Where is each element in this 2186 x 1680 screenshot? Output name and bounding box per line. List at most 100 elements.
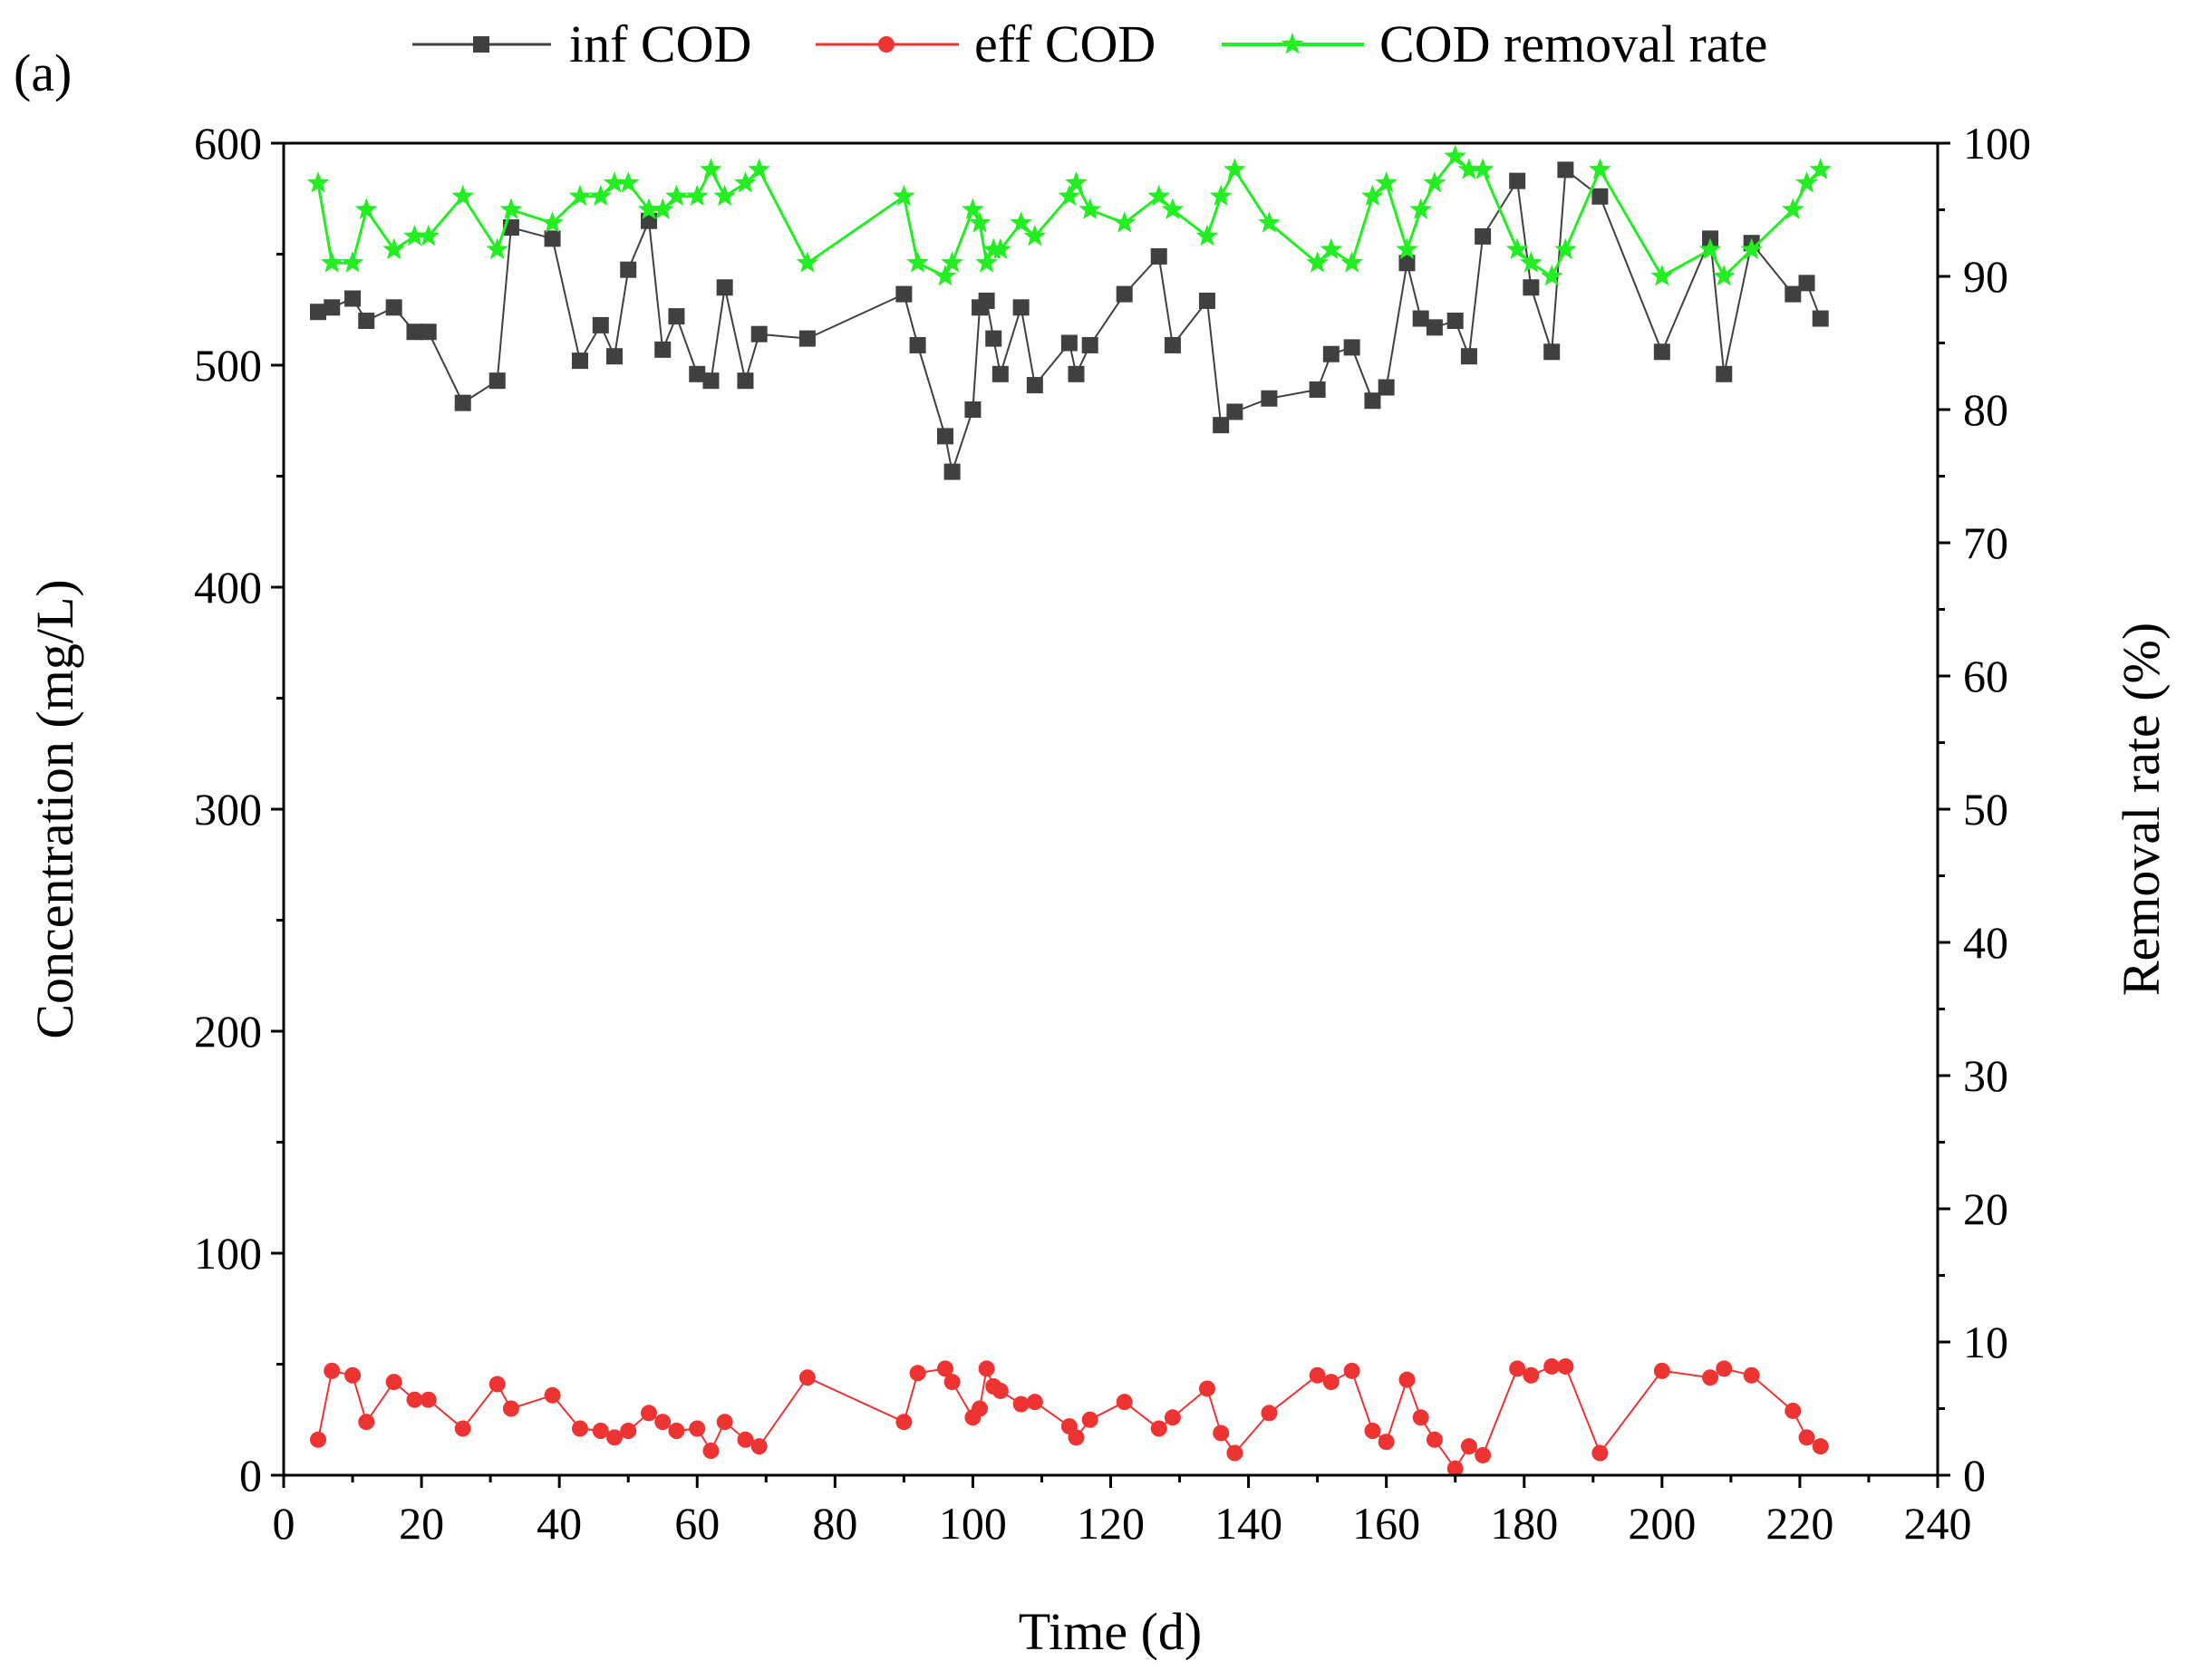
data-point-eff-cod xyxy=(1426,1431,1443,1448)
data-point-cod-removal-rate xyxy=(1554,237,1577,260)
data-point-eff-cod xyxy=(668,1423,685,1439)
data-point-cod-removal-rate xyxy=(1505,237,1529,260)
data-point-inf-cod xyxy=(1164,336,1181,353)
data-point-eff-cod xyxy=(1378,1434,1395,1451)
data-point-inf-cod xyxy=(737,372,754,390)
data-point-eff-cod xyxy=(620,1423,637,1439)
data-point-eff-cod xyxy=(1261,1405,1278,1422)
x-tick-label: 40 xyxy=(537,1498,582,1549)
data-point-eff-cod xyxy=(488,1376,506,1393)
data-point-cod-removal-rate xyxy=(748,158,771,179)
data-point-cod-removal-rate xyxy=(568,184,592,207)
data-point-cod-removal-rate xyxy=(1781,198,1804,219)
data-point-inf-cod xyxy=(1213,417,1230,434)
data-point-eff-cod xyxy=(641,1405,658,1422)
data-point-eff-cod xyxy=(1309,1366,1326,1384)
data-point-eff-cod xyxy=(358,1414,375,1431)
x-tick-label: 180 xyxy=(1490,1498,1558,1549)
data-point-cod-removal-rate xyxy=(968,211,991,233)
data-point-cod-removal-rate xyxy=(616,171,640,193)
data-point-cod-removal-rate xyxy=(1444,144,1467,167)
data-point-eff-cod xyxy=(1081,1411,1098,1428)
y2-tick-label: 20 xyxy=(1963,1183,2008,1234)
data-point-inf-cod xyxy=(1068,365,1085,382)
data-point-cod-removal-rate xyxy=(1589,158,1611,179)
data-point-cod-removal-rate xyxy=(1065,171,1088,193)
data-point-eff-cod xyxy=(592,1423,609,1439)
data-point-eff-cod xyxy=(1798,1429,1815,1446)
data-point-cod-removal-rate xyxy=(685,184,709,207)
data-point-inf-cod xyxy=(454,394,471,411)
data-point-inf-cod xyxy=(654,341,672,358)
data-point-inf-cod xyxy=(1509,172,1526,189)
y2-tick-label: 70 xyxy=(1963,517,2008,568)
x-tick-label: 0 xyxy=(273,1498,295,1549)
data-point-eff-cod xyxy=(943,1374,961,1391)
data-point-cod-removal-rate xyxy=(1423,171,1446,193)
data-point-inf-cod xyxy=(358,313,375,329)
data-point-cod-removal-rate xyxy=(1740,237,1764,260)
legend-label-eff-cod: eff COD xyxy=(974,14,1156,73)
data-point-eff-cod xyxy=(1812,1438,1829,1455)
data-point-eff-cod xyxy=(909,1365,926,1382)
x-tick-label: 220 xyxy=(1765,1498,1833,1549)
data-point-inf-cod xyxy=(689,365,706,382)
data-point-cod-removal-rate xyxy=(1147,184,1171,207)
y2-tick-label: 100 xyxy=(1963,118,2031,169)
data-point-cod-removal-rate xyxy=(1258,211,1281,233)
data-point-cod-removal-rate xyxy=(700,158,722,179)
data-point-inf-cod xyxy=(620,261,637,278)
data-point-eff-cod xyxy=(454,1420,471,1437)
data-point-eff-cod xyxy=(310,1431,327,1448)
data-point-inf-cod xyxy=(1378,379,1395,396)
data-point-cod-removal-rate xyxy=(603,171,626,193)
x-tick-label: 80 xyxy=(812,1498,857,1549)
data-point-cod-removal-rate xyxy=(1161,198,1185,219)
y2-tick-label: 10 xyxy=(1963,1317,2008,1367)
data-point-eff-cod xyxy=(1026,1394,1043,1411)
data-point-cod-removal-rate xyxy=(1010,211,1032,233)
data-point-eff-cod xyxy=(502,1400,519,1417)
data-point-eff-cod xyxy=(716,1414,733,1431)
plot-frame xyxy=(282,141,1939,1477)
data-point-inf-cod xyxy=(544,230,561,247)
data-point-inf-cod xyxy=(1812,310,1829,327)
data-point-inf-cod xyxy=(1557,161,1574,179)
data-point-inf-cod xyxy=(1426,319,1443,336)
data-point-cod-removal-rate xyxy=(796,251,819,273)
legend-marker-eff-cod xyxy=(878,36,895,53)
data-point-cod-removal-rate xyxy=(589,184,613,207)
data-point-cod-removal-rate xyxy=(1023,224,1047,246)
data-point-cod-removal-rate xyxy=(1809,158,1833,179)
data-point-cod-removal-rate xyxy=(713,184,736,207)
data-point-eff-cod xyxy=(571,1420,588,1437)
data-point-cod-removal-rate xyxy=(1650,265,1674,286)
data-point-inf-cod xyxy=(1412,310,1429,327)
data-point-inf-cod xyxy=(1081,336,1098,353)
data-point-inf-cod xyxy=(606,348,623,365)
data-point-inf-cod xyxy=(1460,348,1477,365)
data-point-inf-cod xyxy=(406,323,423,341)
data-point-cod-removal-rate xyxy=(306,171,330,193)
data-point-inf-cod xyxy=(750,325,768,343)
data-point-inf-cod xyxy=(978,292,995,309)
series-line-inf-cod xyxy=(317,169,1822,473)
data-point-eff-cod xyxy=(1226,1444,1243,1462)
data-point-cod-removal-rate xyxy=(651,198,674,219)
data-point-eff-cod xyxy=(1702,1369,1719,1386)
data-point-inf-cod xyxy=(310,304,327,321)
data-point-inf-cod xyxy=(702,372,720,390)
data-point-cod-removal-rate xyxy=(486,237,509,260)
data-point-inf-cod xyxy=(1226,403,1243,420)
data-point-eff-cod xyxy=(737,1431,754,1448)
data-point-eff-cod xyxy=(1785,1402,1802,1419)
data-point-inf-cod xyxy=(1364,392,1381,410)
data-point-eff-cod xyxy=(385,1374,402,1391)
data-point-inf-cod xyxy=(420,323,437,341)
legend-item-eff-cod: eff COD xyxy=(816,14,1156,73)
x-tick-label: 120 xyxy=(1077,1498,1145,1549)
y2-tick-label: 40 xyxy=(1963,917,2008,968)
data-point-eff-cod xyxy=(750,1438,768,1455)
data-point-cod-removal-rate xyxy=(499,198,523,219)
data-point-cod-removal-rate xyxy=(1375,171,1398,193)
